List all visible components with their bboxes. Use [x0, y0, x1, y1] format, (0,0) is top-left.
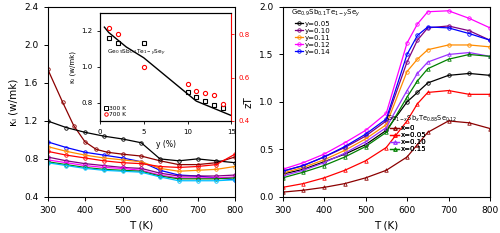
Text: b: b — [258, 0, 268, 3]
Legend: x=0, x=0.05, x=0.10, x=0.15: x=0, x=0.05, x=0.10, x=0.15 — [390, 124, 427, 153]
Y-axis label: zT: zT — [244, 96, 254, 108]
X-axis label: T (K): T (K) — [129, 220, 154, 230]
Y-axis label: κₗ (w/mk): κₗ (w/mk) — [8, 78, 18, 126]
Text: Ge$_{0.9}$Sb$_{0.1}$Te$_{1-y}$Se$_y$: Ge$_{0.9}$Sb$_{0.1}$Te$_{1-y}$Se$_y$ — [291, 8, 360, 19]
X-axis label: T (K): T (K) — [374, 220, 398, 230]
Text: a: a — [14, 0, 24, 3]
Text: Ge$_{1-x}$Sb$_x$Te$_{0.88}$Se$_{0.12}$: Ge$_{1-x}$Sb$_x$Te$_{0.88}$Se$_{0.12}$ — [386, 114, 458, 124]
